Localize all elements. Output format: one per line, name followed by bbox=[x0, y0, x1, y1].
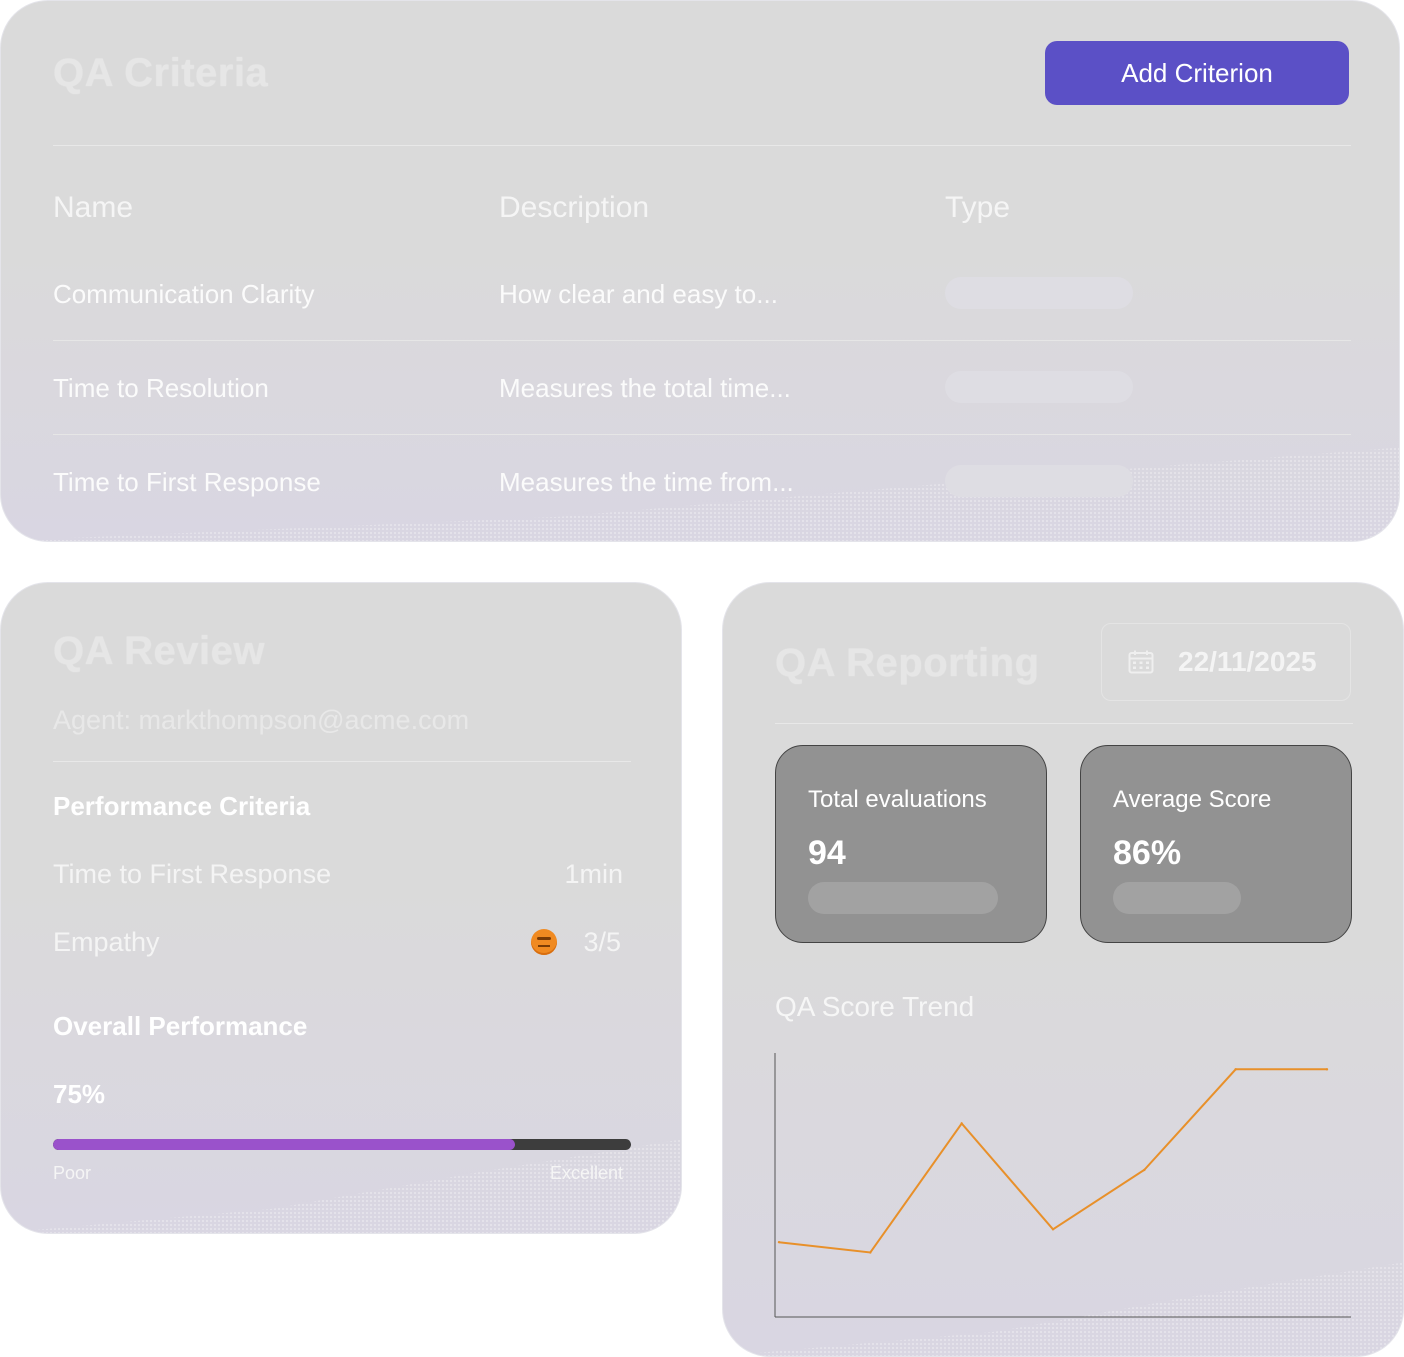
add-criterion-button[interactable]: Add Criterion bbox=[1045, 41, 1349, 105]
reporting-divider bbox=[775, 723, 1353, 724]
column-header-name[interactable]: Name bbox=[53, 191, 134, 224]
criterion-name: Time to First Response bbox=[53, 467, 321, 497]
scale-max-label: Excellent bbox=[549, 1163, 623, 1183]
table-row[interactable]: Communication Clarity How clear and easy… bbox=[53, 247, 1351, 341]
criterion-name: Communication Clarity bbox=[53, 279, 315, 309]
criterion-type-placeholder bbox=[945, 465, 1133, 497]
series-line bbox=[778, 1068, 1327, 1254]
grimace-emoji-icon bbox=[531, 929, 557, 955]
reporting-title: QA Reporting bbox=[775, 641, 1040, 685]
chart-title: QA Score Trend bbox=[775, 991, 975, 1022]
stat-label: Total evaluations bbox=[808, 786, 987, 813]
performance-bar-fill bbox=[53, 1139, 516, 1150]
data-point bbox=[777, 1240, 781, 1244]
agent-email: Agent: markthompson@acme.com bbox=[53, 705, 470, 735]
performance-criteria-heading: Performance Criteria bbox=[53, 791, 311, 821]
data-point bbox=[1234, 1068, 1237, 1071]
data-point bbox=[960, 1122, 963, 1125]
column-header-type[interactable]: Type bbox=[945, 191, 1011, 224]
stat-placeholder bbox=[808, 882, 998, 914]
stat-placeholder bbox=[1113, 882, 1241, 914]
overall-performance-value: 75% bbox=[53, 1079, 106, 1109]
criterion-value: 1min bbox=[564, 859, 623, 889]
criterion-description: How clear and easy to... bbox=[499, 279, 778, 309]
criterion-label: Empathy bbox=[53, 927, 160, 957]
criterion-label: Time to First Response bbox=[53, 859, 332, 889]
criteria-title: QA Criteria bbox=[53, 51, 269, 95]
criteria-divider bbox=[53, 145, 1351, 146]
scale-min-label: Poor bbox=[53, 1163, 92, 1183]
performance-bar bbox=[53, 1139, 631, 1150]
review-title: QA Review bbox=[53, 629, 265, 673]
stat-value: 94 bbox=[808, 834, 846, 872]
overall-performance-heading: Overall Performance bbox=[53, 1011, 308, 1041]
criterion-description: Measures the total time... bbox=[499, 373, 791, 403]
qa-score-trend-chart bbox=[774, 1053, 1351, 1318]
row-divider bbox=[53, 340, 1351, 341]
stat-label: Average Score bbox=[1113, 786, 1272, 813]
row-divider bbox=[53, 434, 1351, 435]
criterion-name: Time to Resolution bbox=[53, 373, 269, 403]
calendar-icon bbox=[1128, 650, 1154, 674]
stat-card-average-score: Average Score 86% bbox=[1080, 745, 1352, 943]
selected-date: 22/11/2025 bbox=[1178, 646, 1317, 677]
qa-review-card: QA Review Agent: markthompson@acme.com P… bbox=[0, 582, 682, 1234]
data-point bbox=[1325, 1068, 1329, 1071]
criterion-type-placeholder bbox=[945, 371, 1133, 403]
data-point bbox=[869, 1251, 872, 1254]
qa-reporting-card: QA Reporting 22/11/2025 Total evaluation… bbox=[722, 582, 1404, 1357]
stat-value: 86% bbox=[1113, 834, 1182, 872]
table-row[interactable]: Time to Resolution Measures the total ti… bbox=[53, 341, 1351, 435]
data-point bbox=[1051, 1228, 1055, 1231]
table-row[interactable]: Time to First Response Measures the time… bbox=[53, 435, 1351, 529]
column-header-description[interactable]: Description bbox=[499, 191, 650, 224]
criterion-description: Measures the time from... bbox=[499, 467, 794, 497]
date-picker[interactable]: 22/11/2025 bbox=[1101, 623, 1351, 701]
stat-card-total-evaluations: Total evaluations 94 bbox=[775, 745, 1047, 943]
review-divider bbox=[53, 761, 631, 762]
criterion-type-placeholder bbox=[945, 277, 1133, 309]
data-point bbox=[1143, 1168, 1146, 1172]
criterion-value: 3/5 bbox=[583, 927, 621, 957]
qa-criteria-card: QA Criteria Add Criterion Name Descripti… bbox=[0, 0, 1400, 542]
